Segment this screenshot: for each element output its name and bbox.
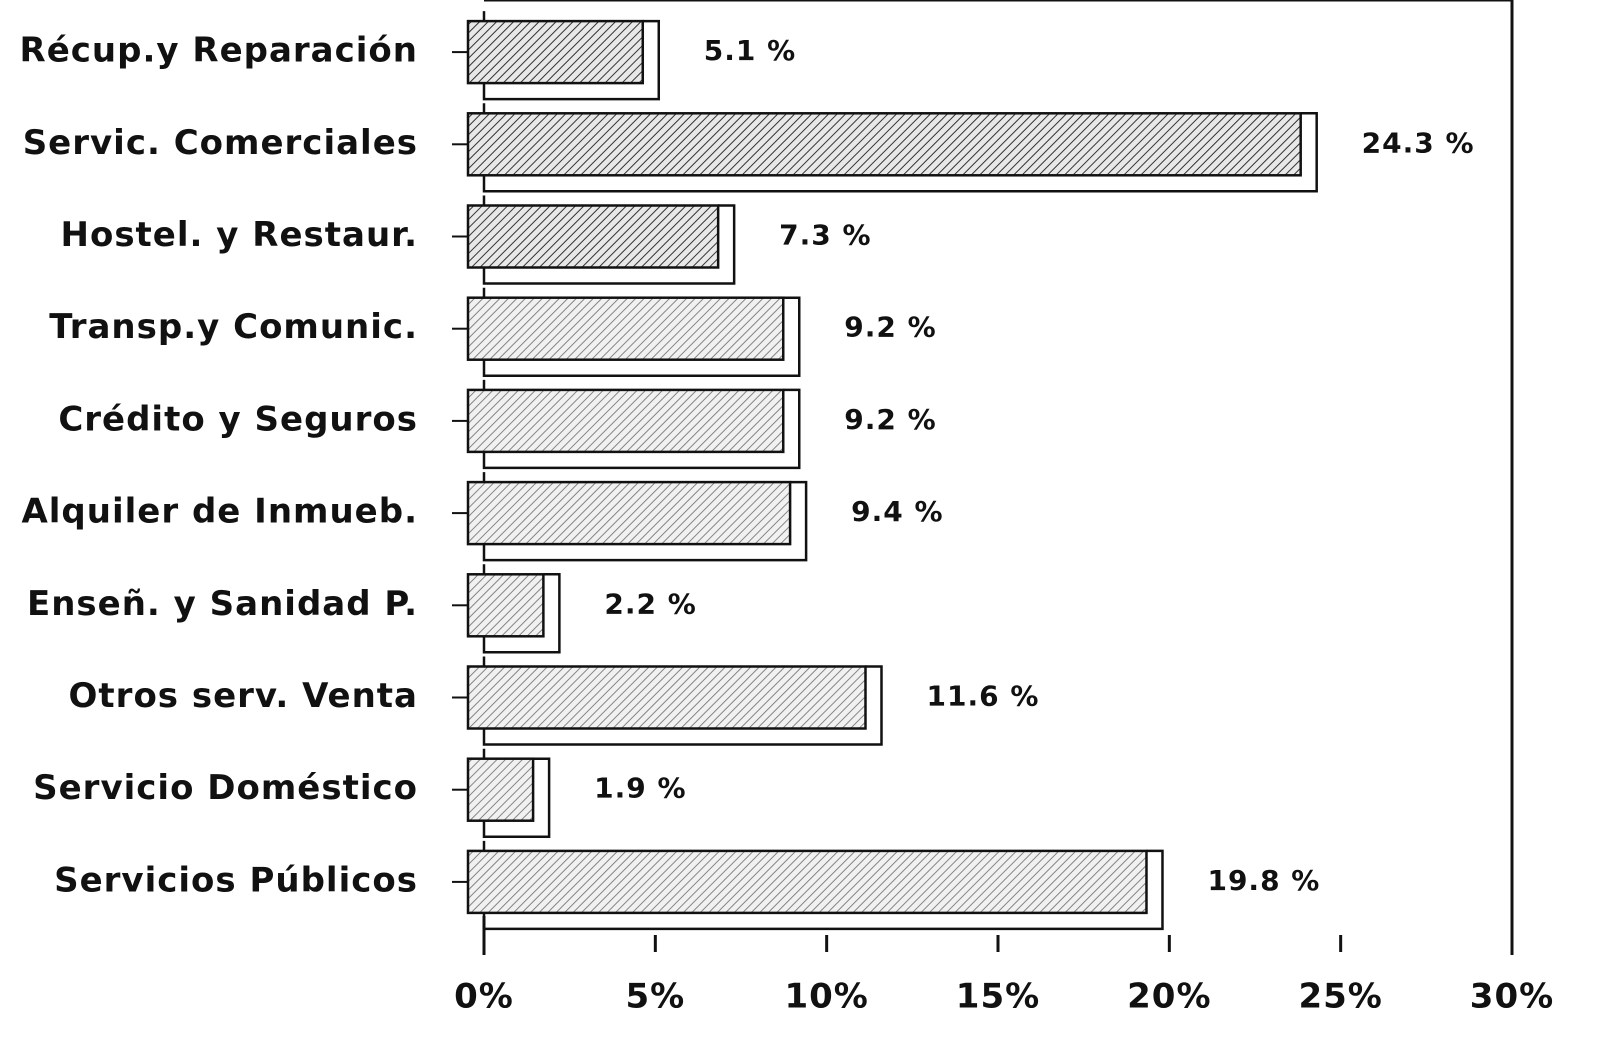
x-tick-label: 30% <box>1470 977 1554 1017</box>
bar <box>466 112 1302 177</box>
bar-depth <box>482 472 808 562</box>
bar <box>466 573 545 638</box>
y-tick-label: Récup.y Reparación <box>20 31 418 71</box>
value-label: 7.3 % <box>779 219 871 252</box>
y-tick-label: Servicio Doméstico <box>33 768 418 808</box>
value-label: 9.2 % <box>844 311 936 344</box>
x-tick-label: 5% <box>625 977 685 1017</box>
bar-depth <box>482 748 551 838</box>
value-label: 9.2 % <box>844 403 936 436</box>
bar <box>466 388 785 454</box>
x-tick-label: 0% <box>454 977 514 1017</box>
bar <box>466 204 720 269</box>
bar-depth <box>482 840 1164 931</box>
bar-depth <box>482 656 883 746</box>
x-tick-label: 25% <box>1298 977 1382 1017</box>
bar <box>466 849 1148 915</box>
bar-depth <box>482 103 1318 193</box>
y-tick-label: Servic. Comerciales <box>23 123 418 163</box>
bar <box>466 757 535 822</box>
bar-depth <box>482 287 801 377</box>
value-label: 5.1 % <box>704 34 796 67</box>
bar-depth <box>482 195 736 285</box>
y-tick-label: Enseñ. y Sanidad P. <box>27 584 418 624</box>
bar <box>466 296 785 361</box>
y-tick-label: Transp.y Comunic. <box>49 307 418 347</box>
bar-depth <box>482 564 561 654</box>
x-tick-label: 10% <box>784 977 868 1017</box>
y-tick-label: Servicios Públicos <box>54 860 418 900</box>
y-tick-label: Alquiler de Inmueb. <box>21 492 418 532</box>
value-label: 24.3 % <box>1362 126 1475 159</box>
bar-depth <box>482 379 801 470</box>
bar <box>466 19 645 85</box>
value-label: 2.2 % <box>604 587 696 620</box>
value-label: 1.9 % <box>594 772 686 805</box>
value-label: 9.4 % <box>851 495 943 528</box>
value-label: 19.8 % <box>1207 864 1320 897</box>
x-tick-label: 20% <box>1127 977 1211 1017</box>
y-tick-label: Otros serv. Venta <box>69 676 418 716</box>
value-label: 11.6 % <box>926 680 1039 713</box>
bar <box>466 480 792 546</box>
bar-depth <box>482 11 661 101</box>
x-tick-label: 15% <box>956 977 1040 1017</box>
bar <box>466 665 867 730</box>
y-tick-label: Hostel. y Restaur. <box>61 215 419 255</box>
y-tick-label: Crédito y Seguros <box>58 399 418 439</box>
